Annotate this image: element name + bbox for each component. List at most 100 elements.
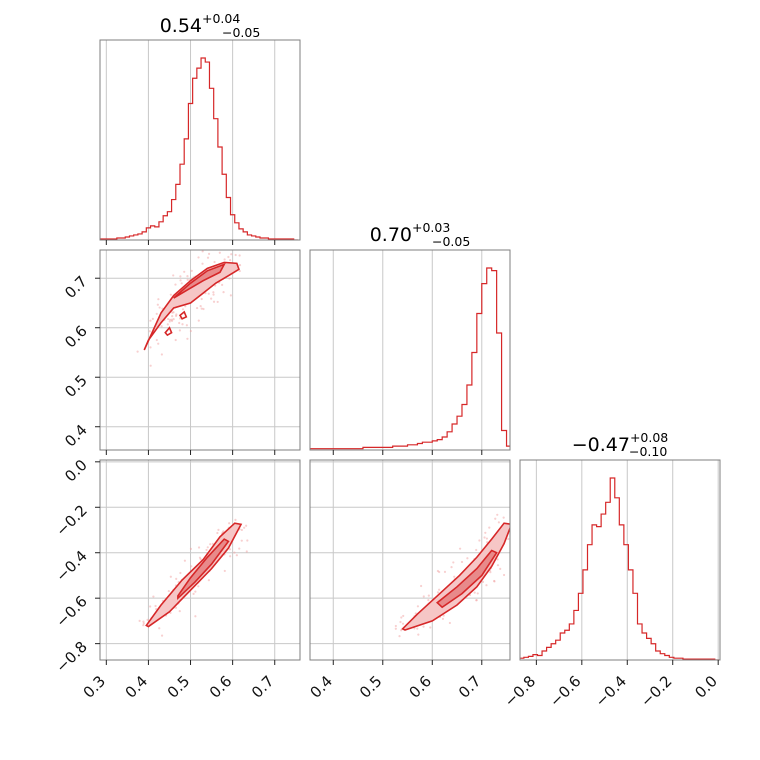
sample-point	[171, 315, 174, 318]
sample-point	[186, 275, 189, 278]
sample-point	[485, 537, 489, 540]
x-tick-label: 0.0	[691, 672, 721, 702]
x-tick-label: 0.7	[248, 672, 278, 702]
x-tick-label: 0.6	[206, 672, 236, 702]
panel-frame	[309, 249, 511, 451]
sample-point	[240, 539, 243, 542]
sample-point	[450, 566, 453, 569]
sample-point	[201, 250, 204, 253]
sample-point	[166, 323, 169, 326]
sample-point	[229, 294, 232, 297]
sample-point	[179, 279, 182, 282]
contour-outer	[401, 522, 510, 631]
sample-point	[174, 338, 177, 342]
sample-point	[149, 364, 152, 367]
y-tick-label: 0.0	[61, 456, 91, 486]
sample-point	[200, 297, 203, 301]
sample-point	[197, 546, 201, 549]
sample-point	[228, 522, 231, 525]
sample-point	[154, 604, 157, 608]
sample-point	[502, 573, 506, 577]
sample-point	[422, 595, 425, 598]
sample-point	[157, 298, 160, 301]
sample-point	[151, 317, 154, 320]
sample-point	[453, 575, 456, 578]
sample-point	[436, 591, 440, 594]
sample-point	[230, 253, 233, 256]
sample-point	[238, 269, 241, 273]
sample-point	[180, 282, 183, 285]
sample-point	[158, 627, 161, 630]
sample-point	[190, 269, 193, 272]
sample-point	[488, 526, 491, 529]
y-tick-label: −0.4	[52, 547, 90, 585]
sample-point	[179, 571, 182, 575]
sample-point	[475, 599, 478, 602]
sample-point	[427, 599, 430, 602]
sample-point	[234, 518, 237, 521]
sample-point	[493, 579, 496, 583]
sample-point	[205, 548, 208, 552]
title-param-0-minus: −0.05	[222, 25, 260, 40]
sample-point	[402, 614, 405, 618]
sample-point	[136, 350, 139, 353]
panel-2-0: 0.3 0.4 0.5 0.6 0.7 −0.8 −0.6 −0.4 −0.2 0.0	[52, 456, 301, 702]
x-tick-label: 0.5	[356, 672, 386, 702]
sample-point	[523, 534, 525, 536]
sample-point	[458, 547, 462, 550]
sample-point	[197, 319, 200, 322]
sample-point	[202, 307, 205, 311]
sample-point	[181, 323, 184, 326]
sample-point	[222, 290, 225, 294]
sample-point	[207, 292, 210, 295]
sample-point	[496, 564, 500, 567]
sample-point	[238, 254, 241, 257]
sample-point	[160, 353, 163, 356]
sample-point	[206, 546, 209, 549]
panel-2-2: −0.8 −0.6 −0.4 −0.2 0.0	[501, 459, 721, 711]
sample-point	[489, 571, 492, 574]
sample-point	[246, 539, 249, 542]
sample-point	[399, 620, 402, 624]
sample-point	[475, 548, 478, 552]
sample-point	[212, 293, 215, 296]
sample-point	[138, 619, 141, 622]
sample-point	[189, 547, 193, 550]
sample-point	[186, 337, 189, 340]
sample-point	[175, 577, 178, 580]
sample-point	[183, 270, 186, 273]
sample-point	[227, 255, 230, 259]
sample-point	[414, 612, 417, 615]
sample-point	[155, 312, 158, 315]
contour-island	[178, 310, 188, 320]
sample-point	[174, 606, 178, 609]
sample-point	[189, 329, 192, 333]
contour-inner	[177, 538, 230, 601]
sample-point	[149, 605, 152, 608]
sample-point	[507, 537, 510, 541]
contour-inner	[436, 549, 498, 609]
sample-point	[485, 584, 488, 587]
sample-point	[178, 610, 181, 613]
sample-point	[181, 308, 185, 311]
panel-2-1: 0.4 0.5 0.6 0.7	[306, 459, 525, 702]
sample-point	[438, 570, 441, 574]
sample-point	[228, 277, 231, 280]
sample-point	[142, 620, 145, 623]
contour-outer	[143, 261, 240, 351]
sample-point	[497, 521, 500, 524]
sample-point	[178, 329, 181, 332]
sample-point	[201, 262, 204, 265]
sample-point	[422, 625, 425, 628]
x-tick-label: −0.6	[546, 672, 584, 710]
sample-point	[460, 560, 464, 564]
sample-point	[427, 594, 430, 597]
sample-point	[514, 529, 516, 531]
panel-frame	[99, 249, 301, 451]
sample-point	[206, 256, 210, 259]
sample-point	[207, 579, 210, 582]
sample-point	[197, 585, 200, 588]
sample-point	[212, 300, 216, 303]
sample-point	[186, 278, 189, 281]
sample-point	[240, 528, 243, 532]
